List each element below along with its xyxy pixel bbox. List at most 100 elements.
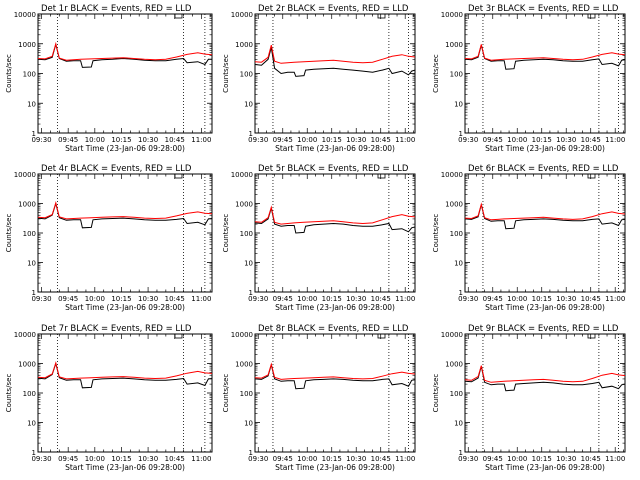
plot-frame bbox=[254, 333, 416, 453]
x-tick-label: 10:45 bbox=[165, 136, 185, 144]
chart-panel: Det 9r BLACK = Events, RED = LLD 1 10 100 10… bbox=[432, 324, 626, 472]
x-tick-label: 10:30 bbox=[138, 455, 158, 463]
x-tick-label: 09:30 bbox=[248, 455, 268, 463]
lld-series-line bbox=[38, 41, 212, 61]
x-tick-label: 10:15 bbox=[532, 295, 552, 303]
x-tick-label: 10:30 bbox=[346, 455, 366, 463]
x-tick-label: 10:45 bbox=[165, 295, 185, 303]
events-series-line bbox=[38, 201, 212, 229]
plot-frame bbox=[254, 173, 416, 293]
legend-box bbox=[174, 13, 183, 19]
y-tick-label: 10 bbox=[454, 260, 463, 268]
lld-series-line bbox=[255, 205, 415, 225]
y-axis-label: Counts/sec bbox=[222, 54, 230, 93]
x-tick-label: 10:00 bbox=[297, 295, 317, 303]
y-tick-label: 1 bbox=[459, 449, 463, 457]
events-series-line bbox=[38, 42, 212, 68]
x-tick-label: 09:45 bbox=[58, 295, 78, 303]
y-tick-label: 100 bbox=[450, 230, 463, 238]
y-tick-label: 10000 bbox=[14, 11, 36, 19]
x-tick-label: 10:30 bbox=[346, 295, 366, 303]
x-tick-label: 09:30 bbox=[458, 455, 478, 463]
y-tick-label: 1000 bbox=[18, 201, 36, 209]
x-tick-label: 10:15 bbox=[532, 455, 552, 463]
legend-box bbox=[587, 333, 596, 339]
x-tick-label: 09:30 bbox=[458, 295, 478, 303]
y-tick-label: 100 bbox=[23, 390, 36, 398]
chart-title: Det 5r BLACK = Events, RED = LLD bbox=[258, 164, 409, 174]
y-tick-label: 1000 bbox=[235, 41, 253, 49]
plot-frame bbox=[464, 13, 626, 134]
legend-box bbox=[174, 173, 183, 179]
x-tick-label: 10:15 bbox=[322, 136, 342, 144]
chart-panel: Det 4r BLACK = Events, RED = LLD 1 10 100 10… bbox=[5, 164, 213, 312]
y-tick-label: 100 bbox=[450, 390, 463, 398]
chart-panel: Det 3r BLACK = Events, RED = LLD 1 10 100 10… bbox=[432, 4, 626, 153]
y-tick-label: 1 bbox=[32, 130, 36, 138]
x-tick-label: 10:00 bbox=[85, 295, 105, 303]
y-tick-label: 10000 bbox=[441, 171, 463, 179]
x-tick-label: 09:45 bbox=[273, 295, 293, 303]
y-tick-label: 1 bbox=[459, 130, 463, 138]
y-tick-label: 100 bbox=[240, 390, 253, 398]
chart-title: Det 3r BLACK = Events, RED = LLD bbox=[468, 4, 619, 14]
x-tick-label: 10:45 bbox=[371, 136, 391, 144]
y-tick-label: 1 bbox=[249, 289, 253, 297]
plot-frame bbox=[464, 173, 626, 293]
y-tick-label: 10000 bbox=[441, 331, 463, 339]
x-tick-label: 11:00 bbox=[605, 295, 625, 303]
events-series-line bbox=[465, 366, 625, 392]
x-tick-label: 10:15 bbox=[532, 136, 552, 144]
events-series-line bbox=[38, 361, 212, 389]
y-tick-label: 1 bbox=[459, 289, 463, 297]
y-tick-label: 1000 bbox=[18, 361, 36, 369]
y-tick-label: 10 bbox=[454, 100, 463, 108]
legend-box bbox=[377, 13, 386, 19]
x-tick-label: 09:30 bbox=[31, 295, 51, 303]
x-axis-label: Start Time (23-Jan-06 09:28:00) bbox=[275, 144, 395, 153]
y-axis-label: Counts/sec bbox=[432, 214, 440, 253]
y-tick-label: 1000 bbox=[235, 201, 253, 209]
y-tick-label: 1 bbox=[249, 130, 253, 138]
x-tick-label: 10:00 bbox=[507, 455, 527, 463]
x-tick-label: 10:00 bbox=[297, 455, 317, 463]
chart-title: Det 9r BLACK = Events, RED = LLD bbox=[468, 324, 619, 334]
chart-title: Det 8r BLACK = Events, RED = LLD bbox=[258, 324, 409, 334]
y-tick-label: 10000 bbox=[441, 11, 463, 19]
lld-series-line bbox=[465, 365, 625, 383]
y-axis-label: Counts/sec bbox=[432, 54, 440, 93]
x-axis-label: Start Time (23-Jan-06 09:28:00) bbox=[275, 303, 395, 312]
x-tick-label: 11:00 bbox=[191, 455, 211, 463]
x-tick-label: 09:45 bbox=[483, 295, 503, 303]
x-tick-label: 10:00 bbox=[85, 136, 105, 144]
x-tick-label: 09:45 bbox=[273, 136, 293, 144]
legend-box bbox=[377, 333, 386, 339]
chart-panel: Det 7r BLACK = Events, RED = LLD 1 10 100 10… bbox=[5, 324, 213, 472]
x-axis-label: Start Time (23-Jan-06 09:28:00) bbox=[485, 303, 605, 312]
x-tick-label: 10:30 bbox=[346, 136, 366, 144]
y-tick-label: 10 bbox=[27, 260, 36, 268]
y-axis-label: Counts/sec bbox=[222, 374, 230, 413]
x-tick-label: 10:00 bbox=[297, 136, 317, 144]
y-tick-label: 1 bbox=[249, 449, 253, 457]
y-axis-label: Counts/sec bbox=[5, 374, 13, 413]
x-tick-label: 09:45 bbox=[483, 136, 503, 144]
y-axis-label: Counts/sec bbox=[5, 54, 13, 93]
x-tick-label: 10:30 bbox=[138, 136, 158, 144]
chart-panel: Det 8r BLACK = Events, RED = LLD 1 10 100 10… bbox=[222, 324, 416, 472]
plot-frame bbox=[37, 13, 213, 134]
legend-box bbox=[587, 13, 596, 19]
y-tick-label: 10 bbox=[454, 420, 463, 428]
x-tick-label: 10:15 bbox=[111, 295, 131, 303]
plot-frame bbox=[464, 333, 626, 453]
y-tick-label: 10 bbox=[244, 100, 253, 108]
y-tick-label: 1 bbox=[32, 289, 36, 297]
events-series-line bbox=[465, 204, 625, 230]
y-tick-label: 100 bbox=[23, 71, 36, 79]
x-axis-label: Start Time (23-Jan-06 09:28:00) bbox=[485, 144, 605, 153]
lld-series-line bbox=[465, 44, 625, 61]
x-tick-label: 11:00 bbox=[191, 295, 211, 303]
x-tick-label: 10:00 bbox=[85, 455, 105, 463]
x-tick-label: 09:30 bbox=[248, 295, 268, 303]
y-tick-label: 10 bbox=[244, 420, 253, 428]
